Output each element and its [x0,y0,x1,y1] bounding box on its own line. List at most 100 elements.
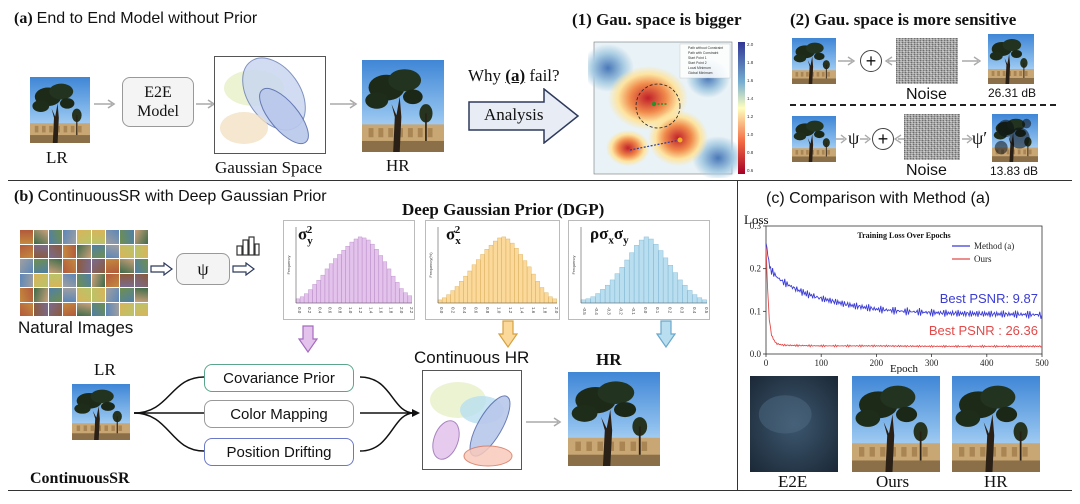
histogram-bar [624,259,630,304]
natural-image-tile [105,259,120,273]
histogram-bar [614,273,620,304]
hr-label-a: HR [386,156,410,175]
histogram-tick-label: 0.2 [307,307,312,314]
natural-image-tile [48,273,62,287]
hist-sub: y [623,234,629,247]
hist-sup: 2 [454,224,461,236]
histogram-bar [407,295,412,304]
hist-symbol: ρσ [590,224,609,243]
histogram-bar [677,279,683,304]
histogram-bar [585,298,591,304]
histogram-bar [501,236,506,304]
section-b-title: (b) ContinuousSR with Deep Gaussian Prio… [14,188,327,206]
legend-item: Start Point 2 [688,61,707,65]
analysis-arrow [468,88,580,144]
e2e-model-line1: E2E [144,84,172,101]
histogram-bar [476,259,481,304]
natural-image-tile [48,230,62,244]
histogram-bar [471,264,477,304]
natural-image-tile [91,273,105,287]
arrow-p2-6 [894,134,904,144]
psnr-top: 26.31 dB [988,86,1037,100]
why-ref: (a) [505,66,526,85]
y-tick-label: 0.1 [750,306,761,316]
histogram-rho: -0.5 -0.4 -0.3 -0.2 -0.1 0.0 0.1 0.2 0.3 0.4 0.5 Fr… [568,220,710,320]
histogram-tick-label: 1.8 [543,307,548,314]
hist-label-sigma-x: σx2 [446,224,461,247]
lr-image-b [72,384,130,440]
histogram-bar [337,254,342,304]
histogram-tick-label: 0.6 [474,307,479,314]
panel-1-title: (1) Gau. space is bigger [572,10,742,29]
lr-label-b: LR [94,360,116,379]
histogram-bar [395,282,400,304]
section-b-prefix: (b) [14,188,34,205]
histogram-tick-label: 1.0 [348,307,353,314]
histogram-bar [672,272,678,304]
arrow-lr-to-e2e [94,99,116,109]
histogram-tick-label: -0.4 [594,307,599,315]
histogram-bar [643,236,649,304]
natural-image-tile [34,259,48,273]
natural-image-tile [91,302,105,316]
histogram-icon [236,236,260,256]
e2e-model-line2: Model [137,103,179,120]
natural-image-tile [62,288,77,302]
histogram-bar [349,241,354,304]
histogram-tick-label: 1.4 [368,307,373,314]
natural-image-tile [20,302,34,316]
histogram-bar [605,284,610,304]
histogram-bar [308,289,313,304]
histogram-tick-label: 0.8 [485,307,490,314]
histogram-sigma-y: 0.0 0.2 0.4 0.6 0.8 1.0 1.2 1.4 1.6 1.8 2.0 2.2 Freq… [283,220,415,320]
why-prefix: Why [468,66,506,85]
histogram-bar [648,238,654,304]
histogram-tick-label: 0.4 [317,307,322,314]
colorbar-ticks: 2.0 1.8 1.6 1.4 1.2 1.0 0.8 0.6 [747,42,754,173]
natural-image-tile [134,230,148,244]
plus-symbol: + [865,50,877,71]
arrow-p2-7 [962,134,974,144]
loss-axis-label: Loss [744,212,769,227]
x-tick-label: 0 [764,358,769,368]
plus-circle-top: + [860,50,882,72]
natural-image-tile [48,259,62,273]
landscape-legend: Path without Constraint Path with Constr… [688,46,723,75]
natural-image-tile [91,288,105,302]
module-label: Covariance Prior [223,369,335,387]
colorbar-tick: 2.0 [747,42,754,47]
natural-image-tile [48,288,62,302]
histogram-bar [682,284,688,304]
natural-image-tile [48,302,62,316]
histogram-tick-label: 1.4 [520,307,525,314]
histogram-bar [333,258,338,304]
legend-item: Path without Constraint [688,46,723,50]
x-tick-label: 500 [1035,358,1049,368]
histogram-bar [467,270,472,304]
legend-item: Start Point 1 [688,56,707,60]
histogram-bar [378,255,383,304]
histogram-bar [463,275,468,304]
natural-images-label: Natural Images [18,318,134,337]
histogram-tick-label: 0.4 [462,307,467,314]
hr-image-a [362,60,444,152]
histogram-bar [663,257,669,304]
histogram-tick-label: 0.6 [328,307,333,314]
section-a-prefix: (a) [14,10,33,27]
histogram-bar [454,286,460,304]
legend-item: Path with Constraint [688,51,718,55]
natural-image-tile [134,273,148,287]
noise-label-top: Noise [906,86,947,103]
histogram-bar [697,297,703,304]
histogram-bar [595,293,601,304]
section-a-title: (a) End to End Model without Prior [14,10,257,28]
arrow-continuous-to-hr [526,417,562,427]
histogram-tick-label: 1.6 [531,307,536,314]
module-label: Position Drifting [226,443,332,461]
colorbar-tick: 0.8 [747,150,754,155]
hollow-arrow-2 [232,262,255,276]
natural-image-tile [105,302,120,316]
histogram-bar [442,297,447,304]
natural-image-tile [77,259,91,273]
series-line-method-a [765,242,1043,319]
